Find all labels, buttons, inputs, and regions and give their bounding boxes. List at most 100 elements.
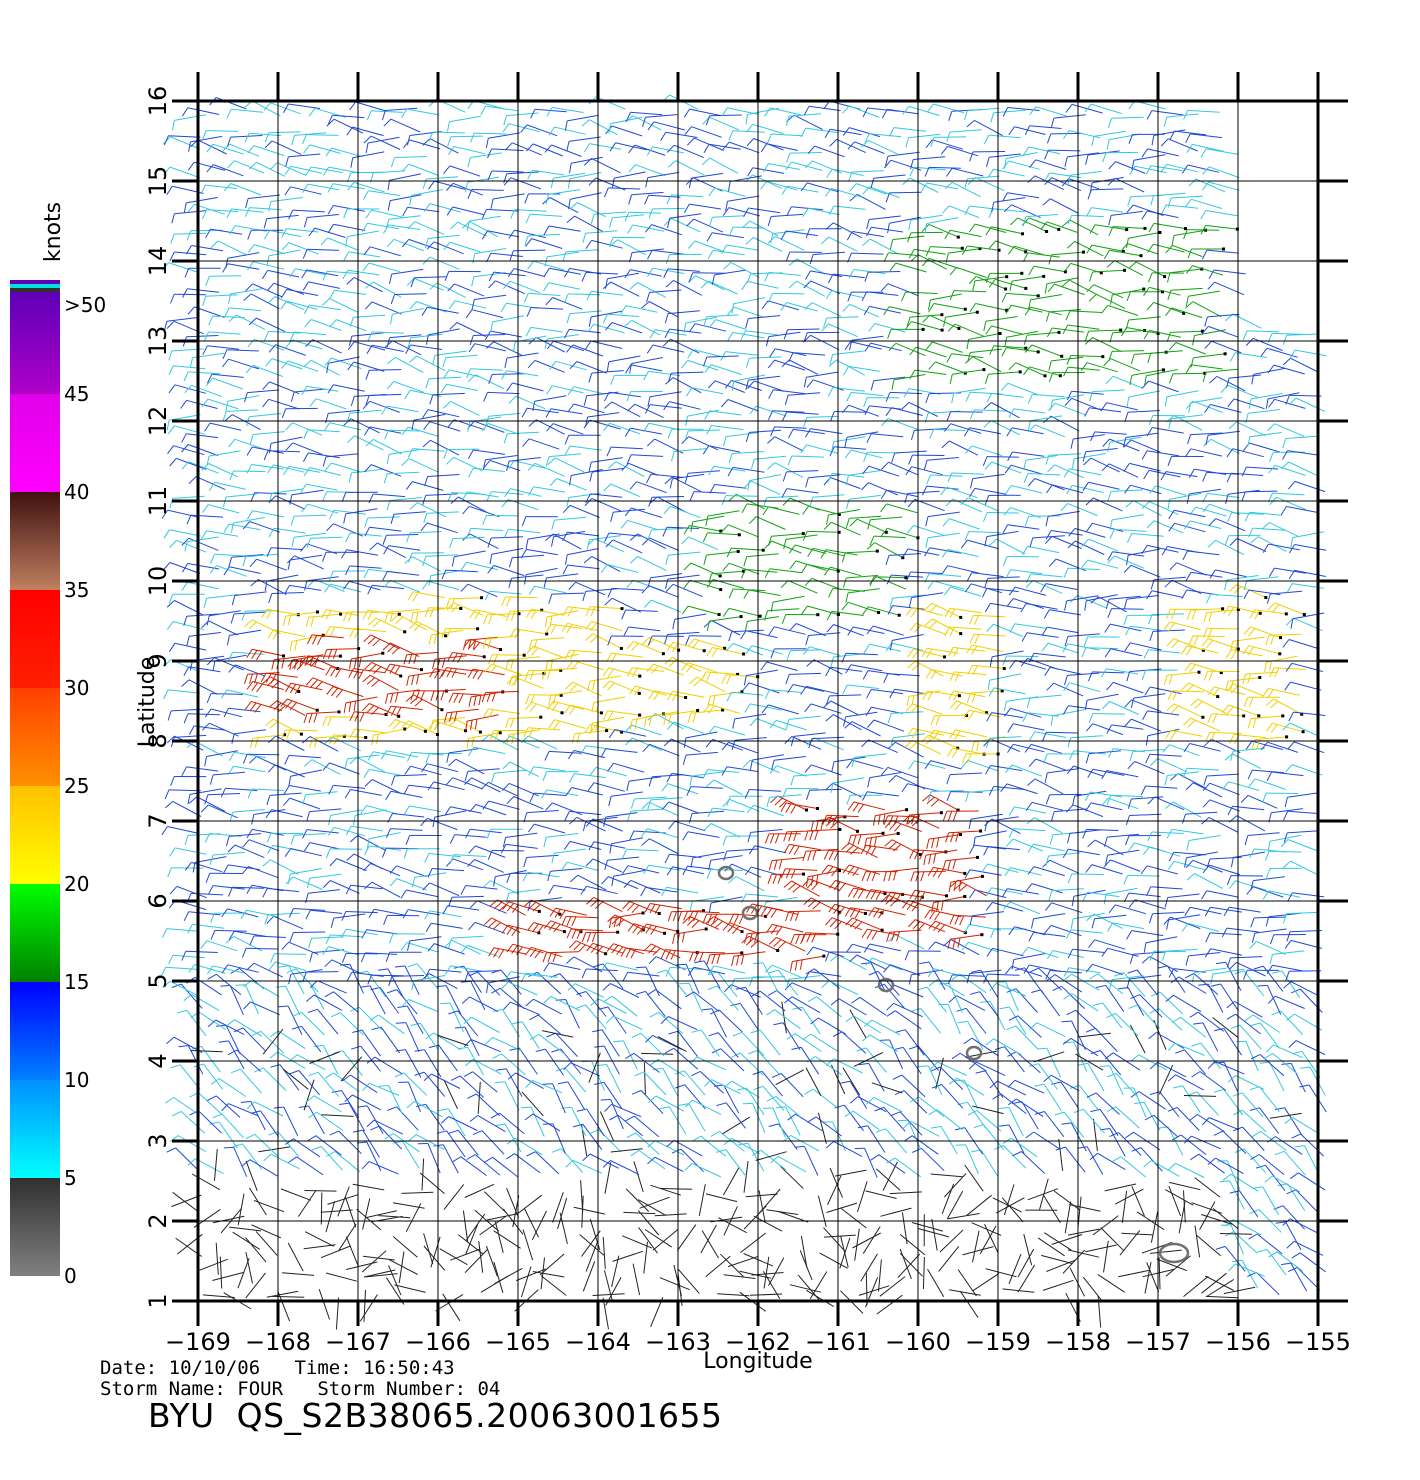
rain-flag: [1002, 667, 1006, 670]
wind-barb-feather: [246, 649, 253, 658]
wind-barb-feather: [412, 592, 419, 602]
wind-barb: [1157, 1061, 1187, 1078]
wind-barb-feather: [278, 1005, 289, 1008]
wind-barb-feather: [1285, 764, 1293, 773]
wind-barb: [576, 816, 606, 832]
wind-barb: [688, 605, 720, 615]
wind-barb: [266, 1290, 299, 1298]
wind-barb: [972, 911, 1005, 917]
wind-barb-feather: [590, 998, 599, 1006]
wind-barb: [1158, 1008, 1183, 1031]
wind-barb: [652, 1034, 682, 1050]
wind-barb: [633, 640, 664, 655]
rain-flag: [384, 713, 388, 716]
wind-barb-feather: [1003, 701, 1007, 712]
wind-barb: [582, 1123, 603, 1150]
wind-barb-feather: [501, 596, 506, 607]
wind-barb: [993, 786, 1026, 791]
wind-barb-feather: [815, 874, 819, 885]
wind-barb: [904, 1029, 925, 1056]
wind-barb: [1106, 887, 1138, 895]
wind-barb: [1099, 1109, 1119, 1136]
wind-barb: [804, 1146, 819, 1176]
wind-barb: [1251, 740, 1283, 750]
wind-barb: [930, 1173, 963, 1178]
wind-barb-feather: [890, 892, 897, 902]
wind-barb-feather: [763, 497, 768, 508]
wind-barb: [443, 1184, 465, 1210]
wind-barb: [1027, 1188, 1058, 1201]
wind-barb-feather: [1045, 530, 1052, 540]
wind-barb: [986, 587, 1019, 593]
rain-flag: [723, 646, 727, 650]
wind-barb: [606, 564, 639, 573]
wind-barb-feather: [1068, 528, 1076, 537]
wind-barb-feather: [421, 581, 429, 590]
wind-barb-feather: [1061, 1020, 1072, 1023]
wind-barb-feather: [267, 629, 274, 639]
rain-flag: [559, 668, 563, 672]
wind-barb-feather: [1286, 931, 1291, 942]
wind-barb-feather: [362, 610, 369, 620]
wind-barb-feather: [424, 607, 430, 618]
wind-barb: [1092, 522, 1124, 532]
wind-barb-feather: [188, 476, 197, 485]
wind-barb: [485, 1245, 498, 1277]
wind-barb: [1155, 485, 1187, 496]
wind-barb: [176, 457, 207, 470]
wind-barb: [1294, 569, 1326, 577]
wind-barb-feather: [825, 782, 834, 791]
wind-barb-feather: [521, 1106, 532, 1109]
wind-barb-feather: [1104, 648, 1112, 658]
wind-barb: [270, 859, 299, 876]
wind-barb: [445, 569, 478, 573]
wind-barb-feather: [768, 969, 779, 974]
wind-barb-feather: [649, 1058, 659, 1066]
wind-barb-feather: [390, 614, 399, 622]
wind-barb: [1092, 768, 1125, 776]
wind-barb: [406, 942, 438, 953]
wind-barb: [363, 1269, 396, 1278]
wind-barb-feather: [852, 888, 859, 898]
wind-barb-feather: [602, 1160, 611, 1168]
wind-barb-feather: [361, 929, 368, 939]
wind-barb: [665, 969, 687, 996]
wind-barb-feather: [210, 554, 215, 564]
wind-barb-feather: [1107, 555, 1115, 564]
wind-barb-feather: [265, 809, 272, 819]
wind-barb: [470, 527, 504, 532]
wind-barb-feather: [957, 1020, 968, 1024]
wind-barb-feather: [345, 532, 351, 543]
wind-barb: [317, 1008, 339, 1035]
wind-barb: [186, 766, 219, 772]
wind-barb: [1169, 621, 1201, 631]
wind-barb: [1207, 627, 1240, 630]
wind-barb-feather: [866, 1097, 875, 1105]
wind-barb-feather: [467, 639, 472, 650]
wind-barb: [317, 1071, 340, 1098]
wind-barb-feather: [875, 890, 882, 901]
wind-barb: [567, 564, 600, 570]
wind-barb: [887, 815, 920, 818]
rain-flag: [661, 652, 665, 656]
wind-barb: [174, 734, 207, 738]
wind-barb-feather: [481, 734, 490, 742]
wind-barb-feather: [178, 1045, 189, 1048]
wind-barb-feather: [566, 497, 570, 508]
wind-barb: [728, 524, 759, 538]
wind-barb-feather: [984, 578, 989, 589]
wind-barb: [245, 1272, 266, 1299]
wind-barb-feather: [1185, 955, 1189, 966]
wind-barb: [761, 1071, 783, 1097]
wind-barb: [1129, 974, 1162, 980]
wind-barb-feather: [931, 838, 935, 849]
wind-barb-feather: [666, 721, 675, 730]
wind-barb-feather: [851, 757, 856, 768]
wind-barb: [1286, 911, 1319, 915]
wind-barb-feather: [1090, 1050, 1101, 1055]
wind-barb-feather: [167, 710, 172, 721]
wind-barb-feather: [838, 883, 846, 892]
wind-barb: [245, 1251, 253, 1284]
wind-barb: [992, 901, 1024, 912]
wind-barb-feather: [415, 1103, 426, 1108]
